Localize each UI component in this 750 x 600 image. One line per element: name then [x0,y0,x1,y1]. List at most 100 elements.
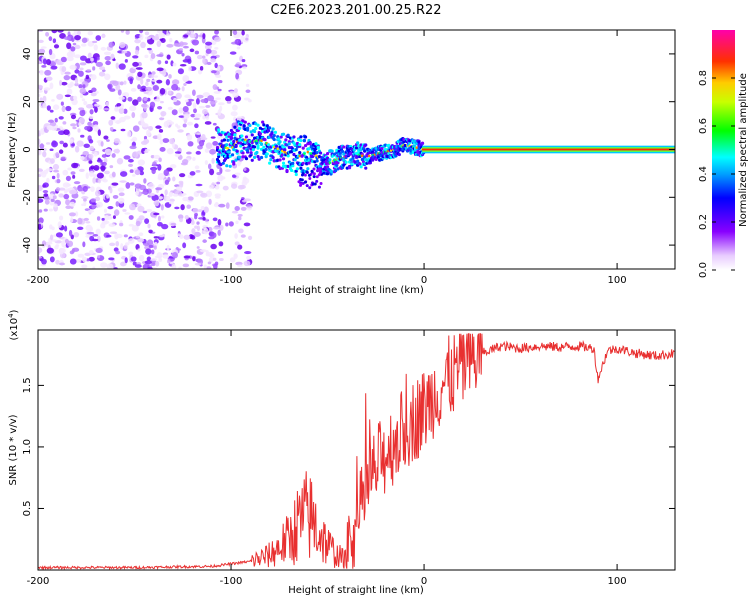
spectrogram-ylabel: Frequency (Hz) [7,112,18,188]
noise-blob [117,187,125,192]
noise-blob [141,103,148,108]
signal-blob [307,161,311,165]
noise-blob [101,154,107,158]
noise-blob [179,217,183,223]
noise-blob [70,46,76,52]
noise-blob [100,165,106,172]
noise-blob [234,64,241,68]
noise-blob [72,174,76,179]
noise-blob [43,193,49,197]
noise-blob [165,79,171,86]
signal-blob [295,167,300,171]
signal-blob [332,152,337,156]
noise-blob [114,232,119,240]
noise-blob [190,30,194,34]
noise-blob [218,102,225,106]
noise-blob [130,87,137,92]
noise-blob [46,247,54,254]
signal-blob [233,125,237,129]
noise-blob [164,60,169,64]
noise-blob [212,84,218,90]
noise-blob [44,69,52,76]
noise-blob [132,61,139,67]
noise-blob [109,88,116,92]
noise-blob [54,245,59,250]
signal-blob [291,161,295,165]
noise-blob [89,145,95,151]
noise-blob [80,156,85,161]
noise-blob [186,204,191,209]
noise-blob [183,113,190,119]
noise-blob [183,77,188,83]
signal-blob [341,149,345,154]
signal-blob [259,142,264,146]
noise-blob [234,233,238,239]
noise-blob [101,217,105,221]
noise-blob [63,129,70,136]
noise-blob [208,198,212,205]
noise-blob [210,58,216,63]
noise-blob [103,157,108,164]
noise-blob [222,185,229,191]
noise-blob [176,125,181,129]
noise-blob [174,151,182,154]
noise-blob [187,196,194,201]
signal-blob [217,159,221,163]
snr-xlabel: Height of straight line (km) [288,585,424,596]
noise-blob [42,195,50,200]
noise-blob [217,65,221,71]
noise-blob [194,50,200,55]
noise-blob [118,192,125,197]
signal-blob [225,164,229,168]
signal-blob [356,141,360,145]
noise-blob [98,71,106,77]
noise-blob [214,185,220,190]
signal-blob [228,154,232,158]
noise-blob [97,129,101,137]
signal-blob [237,155,242,159]
noise-blob [194,123,199,129]
snr-series-line [38,333,675,570]
signal-blob [335,163,339,167]
noise-blob [204,160,209,165]
signal-blob [299,166,303,170]
noise-blob [158,258,163,263]
noise-blob [114,107,119,112]
noise-blob [44,199,50,205]
noise-blob [205,41,213,46]
signal-blob [305,161,309,165]
noise-blob [143,135,148,140]
noise-blob [38,256,43,259]
signal-blob [361,160,366,164]
noise-blob [244,251,252,255]
signal-blob [252,155,257,159]
noise-blob [139,170,145,176]
noise-blob [241,180,248,186]
noise-blob [160,204,164,211]
signal-blob [303,135,308,139]
signal-blob [294,172,298,177]
signal-blob [290,150,294,154]
signal-blob [325,165,330,169]
noise-blob [159,100,164,104]
noise-blob [109,165,114,169]
noise-blob [111,171,116,178]
noise-blob [113,138,120,144]
noise-blob [64,94,71,98]
noise-blob [134,49,140,55]
noise-blob [140,78,144,85]
signal-blob [325,152,330,156]
noise-blob [104,148,113,156]
signal-blob [307,147,311,151]
noise-blob [53,169,60,173]
noise-blob [158,32,166,38]
signal-blob [364,166,368,170]
noise-blob [60,56,67,63]
noise-blob [183,34,189,38]
noise-blob [50,198,55,202]
noise-blob [76,121,80,128]
signal-blob [244,135,249,139]
noise-blob [57,30,64,33]
noise-blob [115,201,120,207]
noise-blob [215,97,221,100]
